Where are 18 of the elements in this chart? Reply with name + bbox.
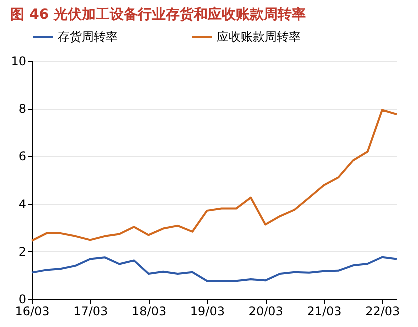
y-tick-label: 2	[18, 244, 26, 259]
x-tick-label: 21/03	[307, 304, 342, 318]
line-series	[31, 109, 398, 242]
y-tick-label: 10	[11, 54, 26, 68]
line-series	[31, 256, 398, 282]
legend-label: 应收账款周转率	[217, 30, 301, 44]
y-tick-label: 0	[18, 292, 26, 306]
y-tick-label: 8	[18, 102, 26, 116]
x-tick-label: 18/03	[132, 304, 167, 318]
chart-title: 图 46 光伏加工设备行业存货和应收账款周转率	[10, 6, 306, 23]
y-tick-label: 4	[18, 197, 26, 212]
y-tick-label: 6	[18, 150, 26, 164]
x-tick-label: 19/03	[190, 304, 225, 318]
x-tick-label: 22/03	[366, 304, 400, 318]
x-tick-label: 16/03	[15, 304, 50, 318]
x-tick-label: 20/03	[248, 304, 284, 318]
x-tick-label: 17/03	[74, 304, 108, 318]
legend-label: 存货周转率	[58, 30, 118, 44]
